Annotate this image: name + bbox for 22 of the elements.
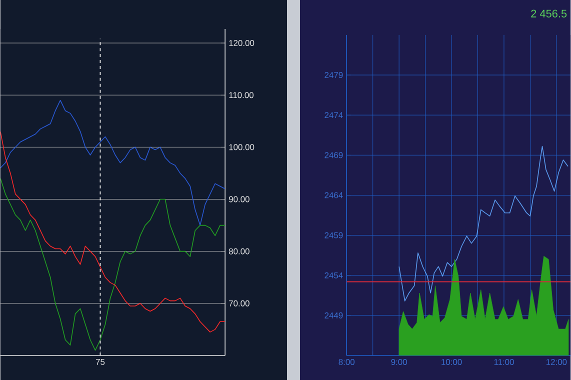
y-tick-label: 2469 [324, 152, 343, 158]
y-tick-label: 2479 [324, 72, 343, 78]
x-tick-label: 10:00 [442, 358, 462, 365]
x-tick-label: 11:00 [494, 358, 514, 365]
y-tick-label: 80.00 [228, 248, 250, 254]
y-tick-label: 2449 [324, 312, 343, 318]
x-tick-label: 8:00 [338, 358, 355, 365]
y-tick-label: 70.00 [229, 300, 250, 306]
y-tick-label: 110.00 [229, 92, 254, 98]
y-tick-label: 2454 [324, 272, 343, 278]
x-tick-label: 75 [96, 358, 105, 365]
y-tick-label: 2459 [324, 232, 343, 238]
y-tick-label: 100.00 [229, 144, 254, 150]
line-series [0, 178, 226, 350]
line-series [398, 146, 568, 302]
x-tick-label: 12:00 [546, 358, 567, 365]
x-tick-label: 9:00 [391, 358, 407, 365]
y-tick-label: 120.00 [229, 40, 254, 46]
y-tick-label: 2464 [324, 192, 343, 198]
chart-title: 2 456.5 [531, 10, 567, 18]
y-tick-label: 90.00 [228, 196, 250, 202]
y-tick-label: 2474 [324, 112, 343, 118]
